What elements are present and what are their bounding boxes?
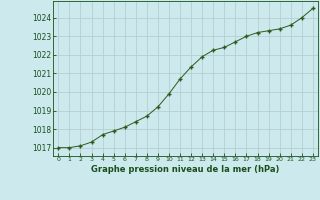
X-axis label: Graphe pression niveau de la mer (hPa): Graphe pression niveau de la mer (hPa) [92,165,280,174]
